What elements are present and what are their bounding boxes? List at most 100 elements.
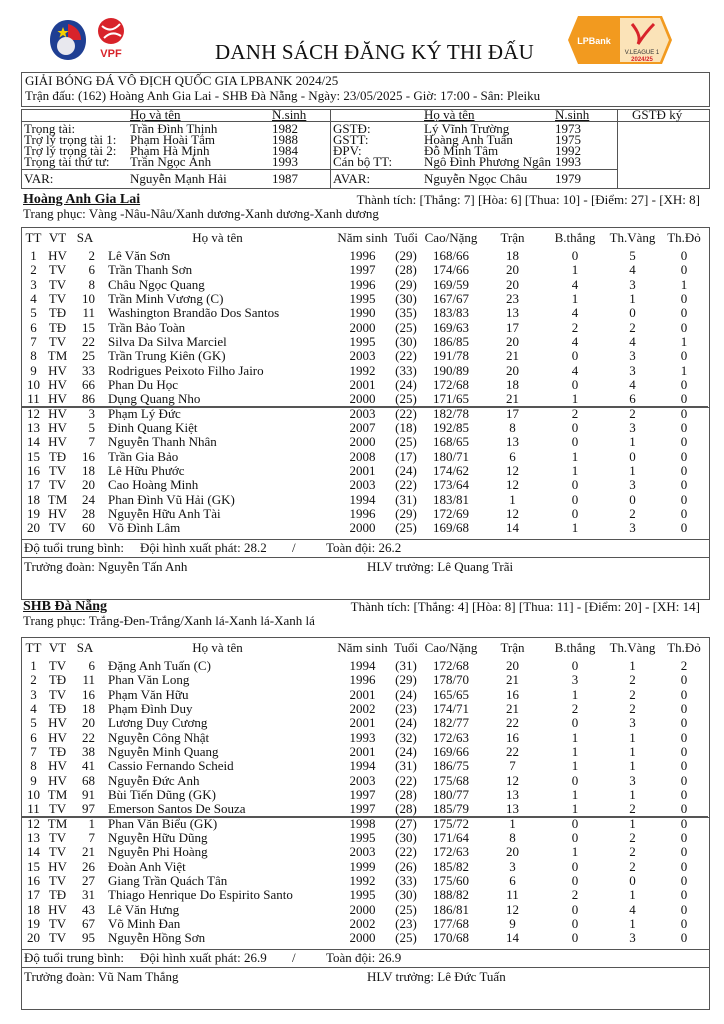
player-age: (23) xyxy=(395,701,417,717)
player-yellow-cards: 0 xyxy=(629,449,636,464)
player-height-weight: 186/81 xyxy=(432,902,470,917)
official-name: Lý Vĩnh Trường xyxy=(424,121,510,136)
player-name: Dụng Quang Nho xyxy=(108,391,201,406)
column-header-10: Th.Đỏ xyxy=(667,640,701,655)
team-name: Hoàng Anh Gia Lai xyxy=(23,192,141,207)
player-number: 16 xyxy=(82,449,95,464)
avg-age-label: Độ tuổi trung bình: xyxy=(24,950,125,965)
player-name: Lê Văn Hưng xyxy=(108,902,180,917)
player-name: Phan Văn Long xyxy=(108,673,190,688)
player-name: Nguyễn Hữu Anh Tài xyxy=(108,506,221,521)
player-name: Nguyễn Đức Anh xyxy=(108,773,200,788)
player-position: HV xyxy=(48,435,67,450)
player-position: TĐ xyxy=(48,744,67,759)
player-birth-year: 2001 xyxy=(349,463,376,478)
official-role: Trợ lý trọng tài 1: xyxy=(24,132,117,147)
player-yellow-cards: 3 xyxy=(629,478,636,493)
player-birth-year: 1998 xyxy=(335,815,390,831)
player-goals: 2 xyxy=(571,701,579,717)
player-order: 8 xyxy=(30,349,37,364)
player-row: 13 HV 5 Đinh Quang Kiệt 2007 (18) 192/85 8 0 3 0 xyxy=(22,421,708,435)
player-height-weight: 171/64 xyxy=(432,830,470,846)
player-height-weight: 183/83 xyxy=(432,306,470,321)
player-matches: 22 xyxy=(506,744,519,759)
player-goals: 0 xyxy=(571,773,579,788)
officials-col-year: N.sinh xyxy=(272,107,307,122)
player-height-weight: 172/63 xyxy=(432,845,470,860)
player-order: 16 xyxy=(27,873,40,888)
player-red-cards: 0 xyxy=(680,787,688,802)
player-goals: 0 xyxy=(571,478,579,493)
player-name: Võ Minh Đan xyxy=(108,916,181,931)
player-name: Phan Đình Vũ Hải (GK) xyxy=(108,492,235,507)
player-yellow-cards: 3 xyxy=(629,277,636,292)
player-row: 12 HV 3 Phạm Lý Đức 2003 (22) 182/78 17 2 2 0 xyxy=(22,405,708,421)
player-position: TV xyxy=(48,916,67,931)
player-number: 18 xyxy=(82,463,95,478)
player-height-weight: 185/82 xyxy=(432,859,470,874)
official-year: 1973 xyxy=(555,121,581,136)
player-name: Silva Da Silva Marciel xyxy=(108,334,227,349)
player-position: TV xyxy=(48,463,67,478)
player-red-cards: 0 xyxy=(680,291,688,307)
player-yellow-cards: 4 xyxy=(629,377,636,392)
player-position: TV xyxy=(48,687,67,702)
player-name: Thiago Henrique Do Espirito Santo xyxy=(108,888,293,903)
player-name: Phạm Văn Hữu xyxy=(108,687,189,702)
player-red-cards: 0 xyxy=(680,931,688,946)
official-role: ĐPV: xyxy=(333,143,362,158)
player-height-weight: 185/79 xyxy=(432,801,470,816)
player-goals: 0 xyxy=(571,249,579,264)
column-header-4: Năm sinh xyxy=(337,230,388,245)
official-role: GSTĐ: xyxy=(333,121,371,136)
player-row: 18 TM 24 Phan Đình Vũ Hải (GK) 1994 (31) 183/8… xyxy=(22,492,708,506)
player-position: TV xyxy=(48,659,67,674)
player-number: 68 xyxy=(82,773,95,788)
player-matches: 20 xyxy=(506,277,519,292)
official-role: GSTT: xyxy=(333,132,369,147)
player-position: TM xyxy=(47,787,68,802)
player-height-weight: 178/70 xyxy=(432,673,470,688)
player-birth-year: 1996 xyxy=(349,673,376,688)
player-height-weight: 168/65 xyxy=(432,435,470,450)
column-header-8: B.thắng xyxy=(554,640,596,655)
player-position: TV xyxy=(48,931,67,946)
player-order: 9 xyxy=(30,773,37,788)
player-matches: 12 xyxy=(506,773,519,788)
official-year: 1992 xyxy=(555,143,581,158)
player-age: (18) xyxy=(395,420,417,436)
player-age: (28) xyxy=(395,801,417,816)
player-red-cards: 0 xyxy=(680,744,688,759)
player-red-cards: 0 xyxy=(680,859,688,874)
player-position: TĐ xyxy=(48,701,67,717)
player-position: TM xyxy=(47,349,68,364)
team-box xyxy=(21,637,710,1010)
avg-age-separator: / xyxy=(292,540,296,555)
column-header-5: Tuổi xyxy=(393,230,419,245)
player-order: 5 xyxy=(30,716,37,731)
player-goals: 1 xyxy=(571,687,579,702)
player-goals: 1 xyxy=(571,787,579,802)
player-matches: 12 xyxy=(506,902,519,917)
player-position: TV xyxy=(48,801,67,816)
player-name: Phan Du Học xyxy=(108,377,179,392)
official-year: 1988 xyxy=(272,132,298,147)
player-goals: 0 xyxy=(571,859,579,874)
player-age: (31) xyxy=(395,659,417,674)
player-matches: 20 xyxy=(506,334,519,349)
player-matches: 6 xyxy=(509,449,516,464)
player-number: 7 xyxy=(88,435,96,450)
player-height-weight: 186/85 xyxy=(432,334,470,349)
player-position: TV xyxy=(48,845,67,860)
player-height-weight: 169/66 xyxy=(432,744,470,759)
player-number: 43 xyxy=(82,902,95,917)
player-row: 19 TV 67 Võ Minh Đan 2002 (23) 177/68 9 0 1 0 xyxy=(22,917,708,931)
player-height-weight: 182/77 xyxy=(432,716,470,731)
official-year: 1979 xyxy=(555,171,581,186)
player-goals: 0 xyxy=(571,873,579,888)
player-goals: 0 xyxy=(545,815,605,831)
player-yellow-cards: 6 xyxy=(629,391,636,406)
player-birth-year: 2001 xyxy=(349,716,376,731)
player-name: Nguyễn Hữu Dũng xyxy=(108,830,208,846)
player-order: 20 xyxy=(27,931,40,946)
